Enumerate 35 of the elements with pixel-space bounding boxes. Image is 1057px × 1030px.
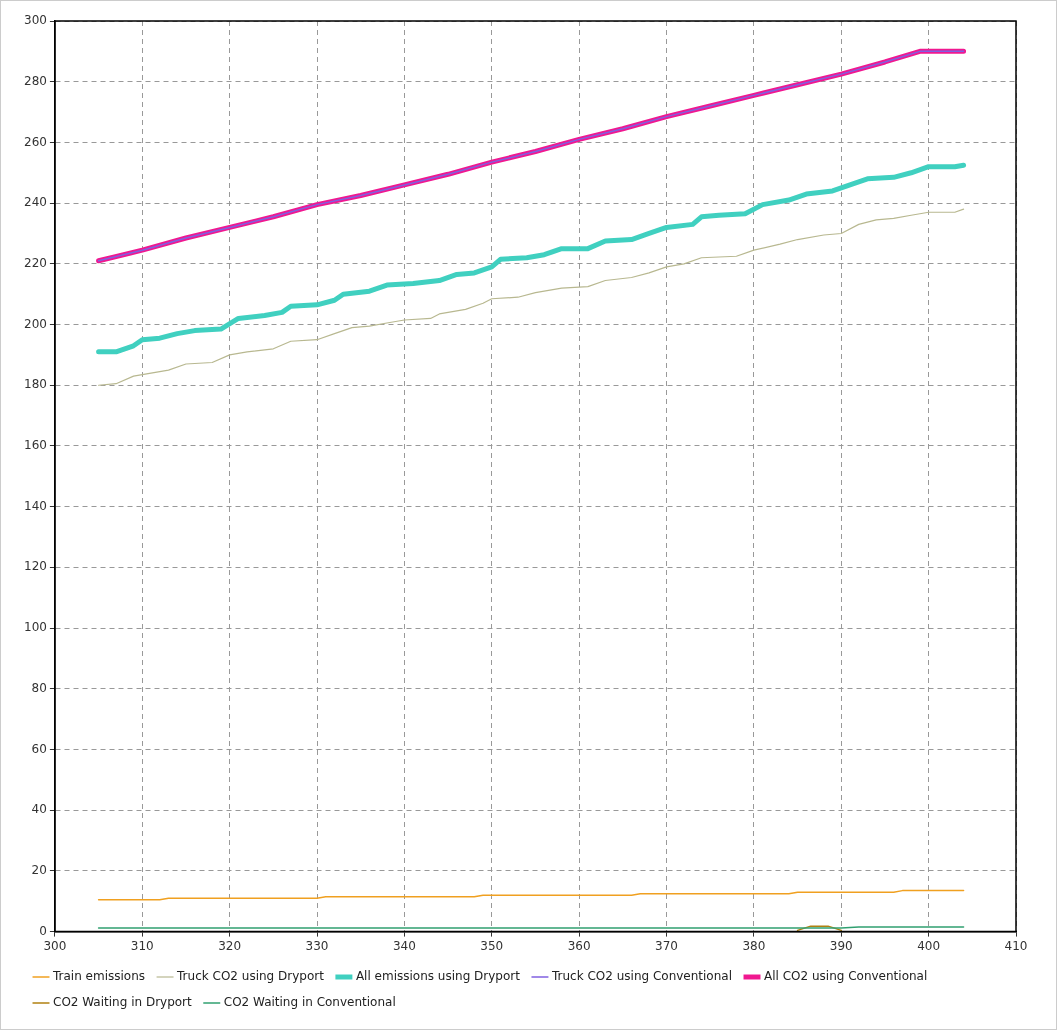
- y-tick-label: 300: [24, 13, 47, 28]
- y-tick-label: 280: [24, 73, 47, 88]
- y-tick-label: 160: [24, 438, 47, 453]
- y-tick-label: 200: [24, 316, 47, 331]
- x-tick-label: 400: [917, 938, 941, 953]
- y-tick-label: 260: [24, 134, 47, 149]
- y-tick-label: 0: [39, 923, 47, 938]
- x-tick-label: 360: [567, 938, 591, 953]
- x-tick-label: 380: [742, 938, 766, 953]
- legend-label: All emissions using Dryport: [355, 969, 521, 984]
- legend-label: CO2 Waiting in Dryport: [53, 995, 193, 1010]
- y-tick-label: 20: [31, 863, 47, 878]
- legend-label: Truck CO2 using Conventional: [550, 969, 733, 984]
- y-tick-label: 40: [31, 802, 47, 817]
- x-tick-label: 340: [392, 938, 416, 953]
- y-tick-label: 220: [24, 255, 47, 270]
- y-tick-label: 240: [24, 195, 47, 210]
- x-tick-label: 350: [480, 938, 504, 953]
- y-tick-label: 140: [24, 498, 47, 513]
- x-tick-label: 330: [305, 938, 329, 953]
- legend-label: Train emissions: [52, 969, 146, 984]
- legend-label: Truck CO2 using Dryport: [176, 969, 325, 984]
- legend-label: All CO2 using Conventional: [764, 969, 928, 984]
- x-tick-label: 300: [43, 938, 67, 953]
- y-tick-label: 80: [31, 680, 47, 695]
- y-tick-label: 60: [31, 741, 47, 756]
- x-tick-label: 370: [655, 938, 678, 953]
- y-tick-label: 180: [24, 377, 47, 392]
- x-tick-label: 310: [130, 938, 154, 953]
- x-tick-label: 320: [218, 938, 242, 953]
- y-tick-label: 120: [24, 559, 47, 574]
- x-tick-label: 410: [1004, 938, 1028, 953]
- x-tick-label: 390: [829, 938, 853, 953]
- y-tick-label: 100: [24, 620, 47, 635]
- legend-label: CO2 Waiting in Conventional: [223, 995, 396, 1010]
